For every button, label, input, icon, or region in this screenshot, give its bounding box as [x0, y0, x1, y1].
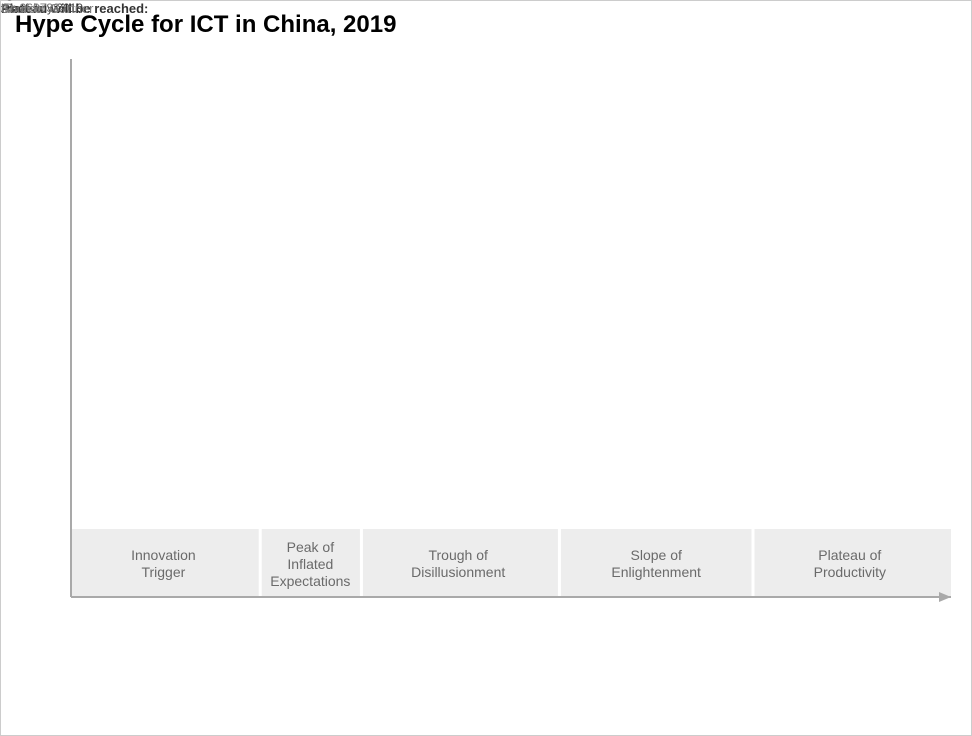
chart-frame: Hype Cycle for ICT in China, 2019 Innova… — [0, 0, 972, 736]
phase-label: Trough of Disillusionment — [388, 547, 528, 581]
phase-label: Peak of Inflated Expectations — [240, 539, 380, 589]
phase-label: Slope of Enlightenment — [586, 547, 726, 581]
phase-label: Innovation Trigger — [93, 547, 233, 581]
plot-area: Innovation TriggerPeak of Inflated Expec… — [71, 59, 951, 559]
chart-id: ID: 368738 — [1, 1, 60, 15]
phase-label: Plateau of Productivity — [780, 547, 920, 581]
